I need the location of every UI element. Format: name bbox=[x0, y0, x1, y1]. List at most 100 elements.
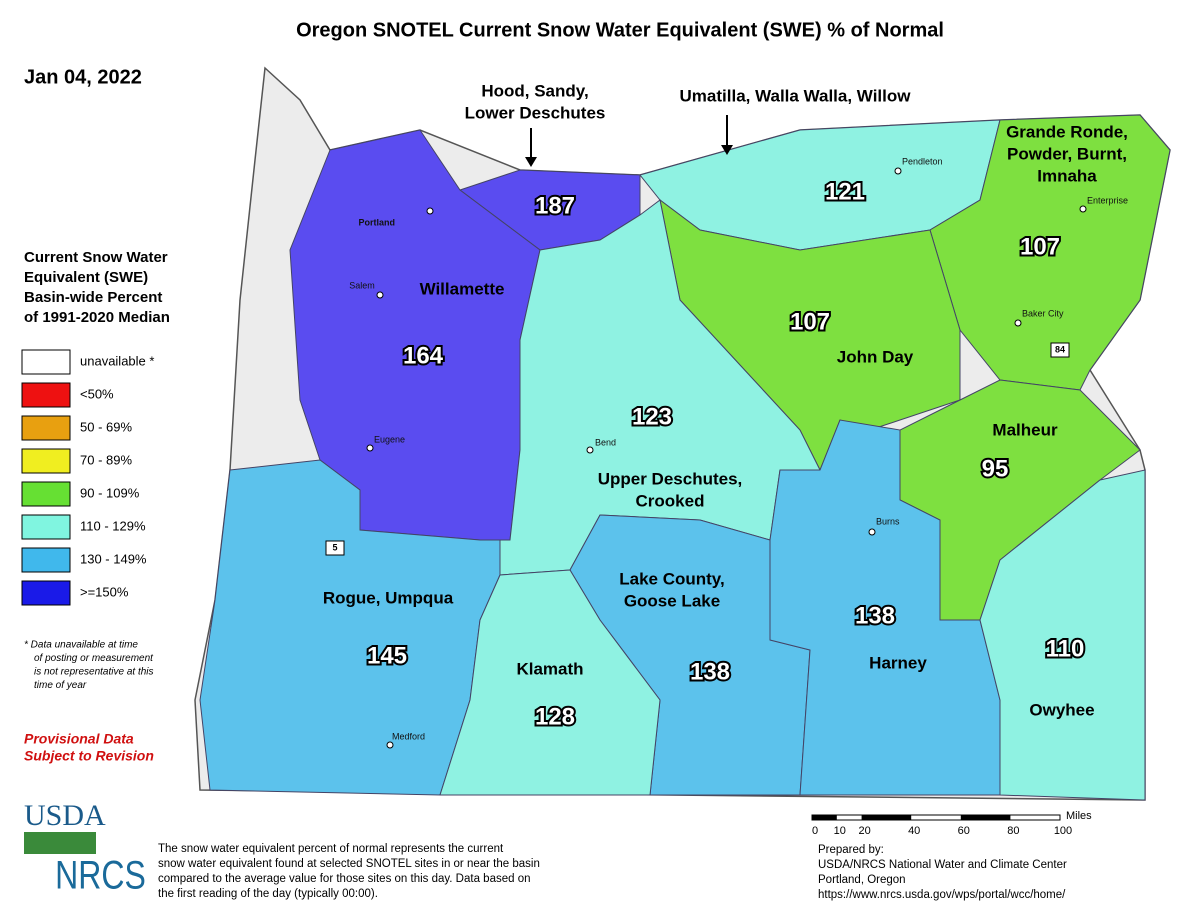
city-label: Burns bbox=[876, 516, 900, 526]
city-label: Portland bbox=[358, 217, 395, 227]
basin-value: 107 bbox=[1020, 233, 1060, 260]
scale-segment bbox=[812, 815, 837, 820]
basin-name: Malheur bbox=[992, 420, 1058, 439]
basin-value: 164 bbox=[403, 342, 444, 369]
basin-name: Klamath bbox=[516, 659, 583, 678]
city-dot bbox=[376, 291, 384, 299]
footnote: * Data unavailable at time bbox=[24, 640, 138, 651]
basin-value: 128 bbox=[535, 703, 575, 730]
basin-value: 138 bbox=[855, 602, 895, 629]
basin bbox=[979, 469, 1146, 801]
title: Oregon SNOTEL Current Snow Water Equival… bbox=[296, 19, 944, 41]
basin-value: 145 bbox=[367, 642, 407, 669]
basin-value: 110 bbox=[1046, 635, 1085, 662]
basin-value: 107 bbox=[790, 308, 830, 335]
description: the first reading of the day (typically … bbox=[158, 888, 378, 900]
basin-name: Owyhee bbox=[1029, 700, 1094, 719]
city-dot bbox=[366, 444, 374, 452]
basin-name: Willamette bbox=[420, 279, 505, 298]
scale-label: 10 bbox=[834, 825, 846, 837]
basin-value: 95 bbox=[982, 455, 1009, 482]
legend-label: unavailable * bbox=[80, 353, 154, 368]
legend-label: <50% bbox=[80, 386, 114, 401]
city-dot bbox=[426, 207, 434, 215]
city-dot bbox=[586, 446, 594, 454]
basin-value: 187 bbox=[535, 192, 575, 219]
city-dot bbox=[868, 528, 876, 536]
basin-name: Umatilla, Walla Walla, Willow bbox=[680, 86, 912, 105]
highway-label: 84 bbox=[1055, 344, 1065, 354]
basin-value: 123 bbox=[632, 403, 672, 430]
description: The snow water equivalent percent of nor… bbox=[158, 843, 504, 855]
basin-name: Rogue, Umpqua bbox=[323, 588, 454, 607]
city-label: Baker City bbox=[1022, 308, 1064, 318]
scale-segment bbox=[861, 815, 912, 820]
scale-label: 80 bbox=[1007, 825, 1019, 837]
provisional-note: Subject to Revision bbox=[24, 748, 154, 764]
legend-swatch bbox=[21, 580, 71, 606]
footnote: time of year bbox=[34, 680, 87, 691]
usda-logo: USDA bbox=[24, 799, 106, 832]
city-label: Salem bbox=[349, 280, 375, 290]
basin-name: Lower Deschutes bbox=[465, 103, 606, 122]
legend-swatch bbox=[21, 448, 71, 474]
legend-swatch bbox=[21, 349, 71, 375]
city-dot bbox=[386, 741, 394, 749]
scale-segment bbox=[960, 815, 1011, 820]
prepared-by: Prepared by: bbox=[818, 844, 884, 856]
footnote: is not representative at this bbox=[34, 667, 154, 678]
legend-label: 90 - 109% bbox=[80, 485, 140, 500]
scale-label: 20 bbox=[858, 825, 870, 837]
scale-label: 40 bbox=[908, 825, 920, 837]
legend-swatch bbox=[21, 415, 71, 441]
provisional-note: Provisional Data bbox=[24, 731, 134, 747]
basin-name: Lake County, bbox=[619, 569, 724, 588]
basin bbox=[439, 569, 661, 796]
legend-title: Current Snow Water bbox=[24, 249, 168, 266]
scale-unit: Miles bbox=[1066, 810, 1092, 822]
highway-shield bbox=[1050, 342, 1070, 358]
description: compared to the average value for those … bbox=[158, 873, 531, 885]
legend-swatch bbox=[21, 514, 71, 540]
basin-name: John Day bbox=[837, 347, 914, 366]
basin-value: 138 bbox=[690, 658, 730, 685]
legend-swatch bbox=[21, 481, 71, 507]
arrow-head bbox=[721, 145, 733, 155]
city-label: Enterprise bbox=[1087, 195, 1128, 205]
basin-name: Imnaha bbox=[1037, 166, 1097, 185]
nrcs-logo: NRCS bbox=[55, 852, 146, 897]
legend-title: Basin-wide Percent bbox=[24, 289, 162, 306]
city-dot bbox=[1014, 319, 1022, 327]
legend-label: 50 - 69% bbox=[80, 419, 132, 434]
legend-swatch bbox=[21, 547, 71, 573]
highway-label: 5 bbox=[332, 542, 337, 552]
city-label: Medford bbox=[392, 731, 425, 741]
scale-label: 0 bbox=[812, 825, 818, 837]
city-label: Bend bbox=[595, 437, 616, 447]
footnote: of posting or measurement bbox=[34, 653, 154, 664]
prepared-by: Portland, Oregon bbox=[818, 874, 906, 886]
legend-title: Equivalent (SWE) bbox=[24, 269, 148, 286]
city-label: Eugene bbox=[374, 434, 405, 444]
basin-name: Powder, Burnt, bbox=[1007, 144, 1127, 163]
scale-label: 100 bbox=[1054, 825, 1072, 837]
basin-name: Crooked bbox=[636, 491, 705, 510]
arrow-head bbox=[525, 157, 537, 167]
description: snow water equivalent found at selected … bbox=[158, 858, 540, 870]
legend-label: >=150% bbox=[80, 584, 129, 599]
basin-name: Hood, Sandy, bbox=[481, 81, 588, 100]
legend-label: 130 - 149% bbox=[80, 551, 147, 566]
date: Jan 04, 2022 bbox=[24, 66, 142, 88]
scale-bar bbox=[811, 814, 1061, 821]
basin-name: Goose Lake bbox=[624, 591, 720, 610]
highway-shield bbox=[325, 540, 345, 556]
legend-label: 110 - 129% bbox=[80, 518, 146, 533]
prepared-by: https://www.nrcs.usda.gov/wps/portal/wcc… bbox=[818, 889, 1066, 901]
basin-name: Upper Deschutes, bbox=[598, 469, 743, 488]
usda-logo-mark bbox=[24, 832, 96, 854]
basin-name: Harney bbox=[869, 653, 927, 672]
legend-title: of 1991-2020 Median bbox=[24, 309, 170, 326]
prepared-by: USDA/NRCS National Water and Climate Cen… bbox=[818, 859, 1067, 871]
scale-label: 60 bbox=[958, 825, 970, 837]
